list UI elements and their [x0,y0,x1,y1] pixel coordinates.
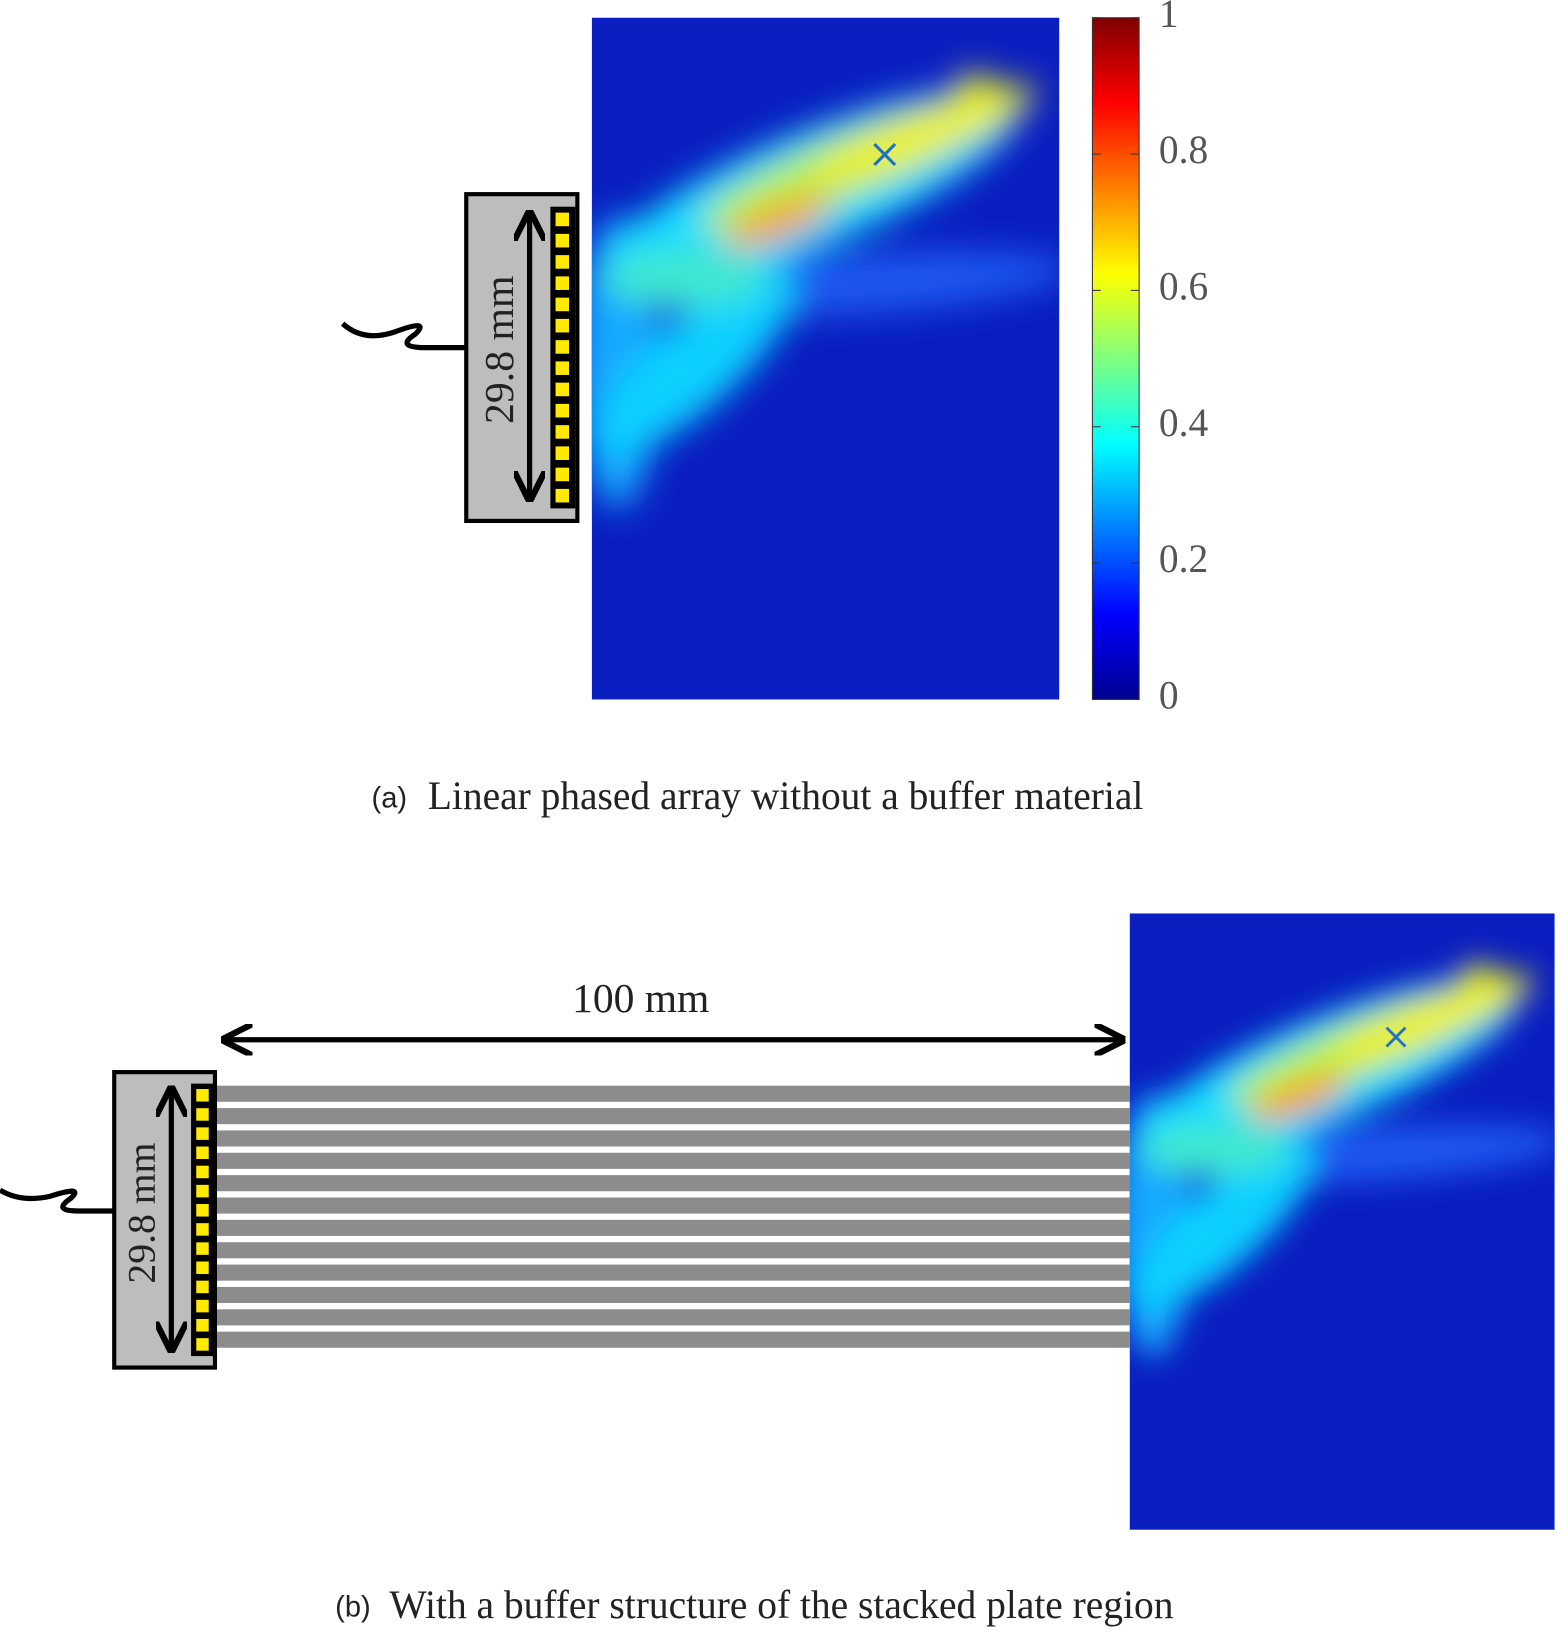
plate [214,1219,1130,1236]
element [555,340,570,354]
element [196,1108,209,1121]
element [196,1223,209,1236]
element [196,1146,209,1160]
plate [214,1130,1130,1147]
caption: Linear phased array without a buffer mat… [428,774,1143,818]
colorbar-tick-label: 0 [1159,673,1179,717]
colorbar-ticks: 0 0.2 0.4 0.6 0.8 1 [1092,0,1208,718]
colorbar-tick-label: 0.6 [1159,264,1208,308]
element [555,318,570,333]
plate [214,1197,1130,1214]
width-label: 29.8 mm [477,276,523,424]
element-strip [191,1083,214,1357]
element [196,1204,209,1217]
elements [555,212,570,503]
element [196,1242,209,1255]
plate [214,1108,1130,1125]
length-label: 100 mm [572,976,709,1022]
plate [214,1152,1130,1169]
element [555,233,570,248]
plate [214,1309,1130,1326]
cable [340,321,467,351]
element [555,297,570,312]
element [555,425,570,439]
colorbar-tick-label: 0.2 [1159,537,1208,581]
element [555,255,570,269]
element [555,361,570,375]
plate [214,1242,1130,1259]
cable [0,1187,115,1214]
colorbar-tick-label: 1 [1159,0,1179,36]
heatmap-a [570,18,1071,700]
element [196,1089,209,1102]
element [196,1299,209,1313]
colorbar [1091,17,1140,700]
element [196,1261,209,1275]
buffer-plates [214,1085,1130,1348]
element [196,1280,209,1294]
element [555,382,570,397]
colorbar-tick-label: 0.8 [1159,128,1208,172]
element [555,276,570,290]
element [555,446,570,460]
heatmap-b [1110,913,1565,1529]
panel-label: (a) [372,782,408,814]
element [555,488,570,503]
caption: With a buffer structure of the stacked p… [389,1583,1173,1627]
element [196,1318,209,1332]
panel-label: (b) [335,1591,371,1623]
plate [214,1331,1130,1348]
element-strip [550,206,576,509]
width-label: 29.8 mm [120,1142,164,1283]
plate [214,1264,1130,1281]
plate [214,1085,1130,1102]
elements [196,1089,209,1351]
element [555,403,570,418]
plate [214,1175,1130,1192]
element [196,1127,209,1140]
element [196,1165,209,1179]
colorbar-tick-label: 0.4 [1159,401,1209,445]
element [555,212,570,227]
element [196,1184,209,1198]
element [196,1338,209,1351]
plate [214,1286,1130,1304]
element [555,467,570,482]
